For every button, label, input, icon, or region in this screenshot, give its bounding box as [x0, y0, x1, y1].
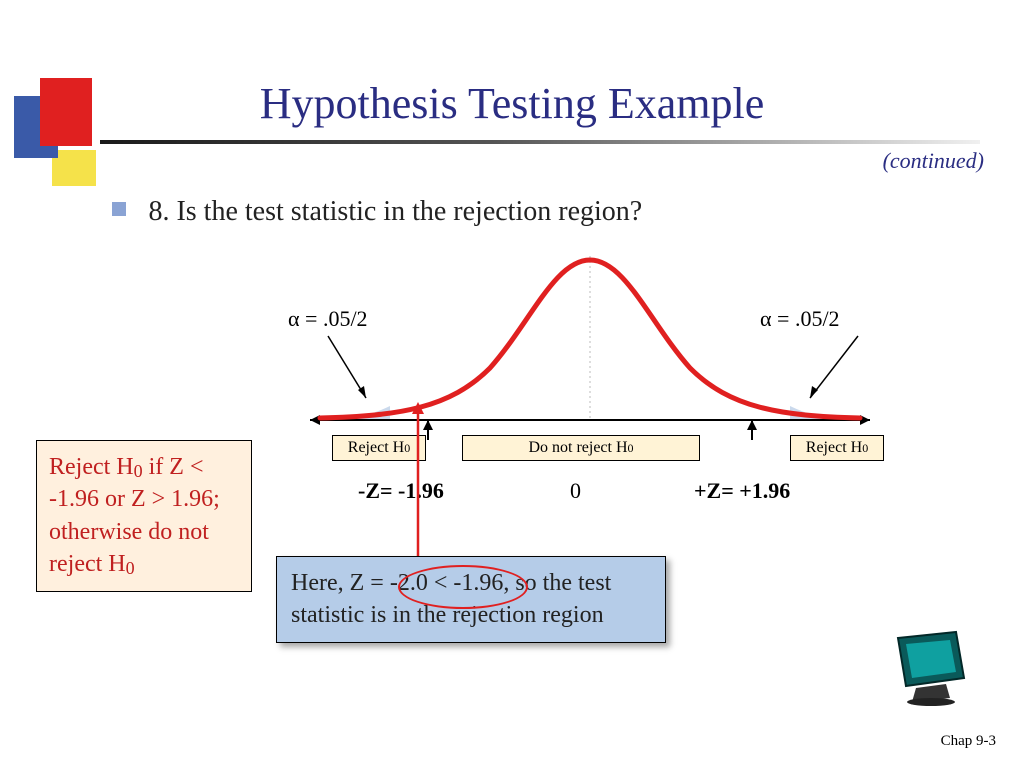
z-positive-label: +Z= +1.96: [694, 478, 790, 504]
bullet-item: 8. Is the test statistic in the rejectio…: [112, 196, 984, 228]
rule-line1: Reject H: [49, 454, 134, 480]
rule-sub1: 0: [134, 461, 143, 481]
title-underline: [100, 140, 980, 144]
sub-zero: 0: [404, 441, 410, 456]
decor-square-yellow: [52, 150, 96, 186]
region-label-reject-right: Reject H0: [790, 435, 884, 461]
chapter-label: Chap 9-3: [941, 733, 996, 750]
decor-square-red: [40, 78, 92, 146]
rejection-rule-box: Reject H0 if Z < -1.96 or Z > 1.96; othe…: [36, 440, 252, 592]
region-left-text: Reject H: [348, 439, 404, 457]
sub-zero: 0: [628, 441, 634, 456]
page-title: Hypothesis Testing Example: [0, 78, 1024, 129]
continued-label: (continued): [883, 148, 984, 174]
region-right-text: Reject H: [806, 439, 862, 457]
z-zero-label: 0: [570, 478, 581, 504]
sub-zero: 0: [862, 441, 868, 456]
bullet-text: 8. Is the test statistic in the rejectio…: [148, 196, 642, 227]
z-negative-label: -Z= -1.96: [358, 478, 444, 504]
region-label-reject-left: Reject H0: [332, 435, 426, 461]
highlight-circle: [398, 565, 528, 609]
monitor-icon: [886, 628, 976, 708]
rule-sub2: 0: [126, 558, 135, 578]
square-bullet-icon: [112, 202, 126, 216]
normal-distribution-diagram: [280, 248, 900, 458]
region-label-do-not-reject: Do not reject H0: [462, 435, 700, 461]
region-mid-text: Do not reject H: [528, 439, 627, 457]
